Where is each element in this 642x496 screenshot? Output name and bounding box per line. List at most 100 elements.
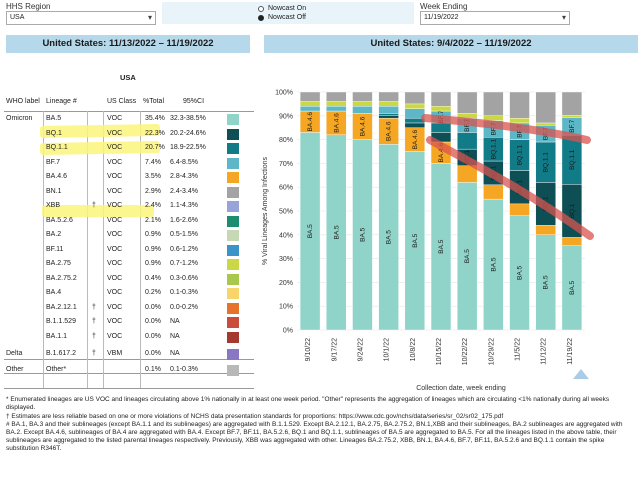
- us-class-cell: VOC: [107, 158, 123, 166]
- bar-segment: [378, 113, 399, 116]
- x-tick-label: 9/17/22: [331, 338, 338, 361]
- us-class-cell: VOC: [107, 187, 123, 195]
- nowcast-off-option[interactable]: Nowcast Off: [258, 14, 306, 21]
- y-axis-label: % Viral Lineages Among Infections: [262, 156, 269, 265]
- pct-total-cell: 0.1%: [145, 365, 161, 373]
- hhs-region-select[interactable]: USA ▾: [6, 11, 156, 25]
- bar-segment: [404, 91, 425, 105]
- reliability-mark-cell: †: [92, 318, 96, 325]
- bar-segment: [430, 106, 452, 112]
- us-class-cell: VOC: [107, 289, 123, 296]
- bar-segment: [378, 106, 399, 114]
- lineage-cell: BA.5.2.6: [46, 216, 73, 224]
- pct-total-cell: 7.4%: [145, 158, 161, 166]
- bar-segment: [404, 103, 425, 109]
- bar-segment: [535, 91, 556, 124]
- lineage-cell: BA.2.75.2: [46, 274, 77, 282]
- bar-segment: [430, 91, 452, 107]
- bar-segment-label: BA.5: [490, 257, 497, 271]
- radio-unselected-icon[interactable]: [258, 5, 264, 12]
- bar-segment: [535, 122, 556, 126]
- y-tick-label: 0%: [283, 328, 293, 335]
- bar-segment-label: BA.4.6: [333, 113, 340, 133]
- pct-total-cell: 2.9%: [145, 187, 161, 195]
- col-header-lineage: Lineage #: [46, 98, 77, 105]
- bar-segment: [457, 91, 478, 114]
- bar-segment: [509, 203, 530, 216]
- bar-segment: [352, 106, 373, 114]
- y-tick-label: 50%: [279, 209, 293, 216]
- scroll-up-arrow-icon[interactable]: [573, 369, 589, 379]
- x-tick-label: 10/29/22: [488, 338, 495, 365]
- nowcast-off-label: Nowcast Off: [268, 14, 306, 21]
- col-divider: [87, 111, 88, 388]
- bar-segment: [378, 91, 399, 102]
- lineage-cell: BN.1: [46, 187, 62, 195]
- delta-divider: [4, 359, 254, 360]
- who-label-cell: Other: [6, 365, 24, 373]
- week-ending-select[interactable]: 11/19/2022 ▾: [420, 11, 570, 25]
- bar-segment-label: BA.5: [307, 224, 314, 238]
- bar-segment: [299, 101, 321, 107]
- bar-segment: [326, 106, 347, 112]
- bar-segment-label: BA.4.6: [412, 129, 419, 149]
- bar-segment-label: BA.5: [386, 230, 393, 244]
- x-axis-label: Collection date, week ending: [416, 385, 506, 392]
- lineage-color-swatch: [227, 259, 239, 270]
- week-ending-value: 11/19/2022: [424, 14, 459, 21]
- lineage-cell: B.1.617.2: [46, 350, 76, 357]
- bar-segment: [483, 184, 504, 200]
- radio-selected-icon[interactable]: [258, 14, 264, 21]
- bar-segment: [299, 106, 321, 112]
- y-tick-label: 60%: [279, 185, 293, 192]
- y-tick-label: 40%: [279, 232, 293, 239]
- ci-cell: 0.1-0.3%: [170, 289, 199, 296]
- lineage-cell: XBB: [46, 202, 61, 209]
- bar-segment-label: BA.5: [412, 233, 419, 247]
- y-tick-label: 80%: [279, 137, 293, 144]
- ci-cell: NA: [170, 332, 180, 340]
- left-panel-banner: United States: 11/13/2022 – 11/19/2022: [6, 35, 250, 53]
- lineage-cell: BF.7: [46, 158, 61, 166]
- stacked-bar-chart: 0% 10% 20% 30% 40% 50% 60% 70% 80% 90% 100% % Viral…: [255, 60, 641, 396]
- bar-segment-label: BA.5: [438, 239, 445, 253]
- col-divider: [43, 111, 44, 388]
- lineage-color-swatch: [227, 331, 239, 343]
- nowcast-on-option[interactable]: Nowcast On: [258, 5, 306, 12]
- lineage-color-swatch: [227, 273, 239, 285]
- us-class-cell: VOC: [107, 231, 123, 238]
- bar-segment-label: BF.7: [569, 119, 576, 132]
- bar-segment: [404, 122, 425, 128]
- bar-segment: [326, 91, 347, 102]
- bar-segment: [561, 91, 583, 116]
- y-tick-label: 10%: [279, 304, 293, 311]
- lineage-cell: BA.4: [46, 289, 62, 296]
- x-tick-label: 11/19/22: [567, 338, 574, 365]
- pct-total-cell: 2.1%: [145, 216, 161, 224]
- y-tick-label: 70%: [279, 161, 293, 168]
- ci-cell: 0.6-1.2%: [170, 245, 199, 253]
- lineage-color-swatch: [227, 349, 239, 360]
- bar-segment-label: BA.4.6: [438, 143, 445, 163]
- ci-cell: 0.7-1.2%: [170, 260, 199, 267]
- ci-cell: 18.9-22.5%: [170, 144, 206, 151]
- pct-total-cell: 0.0%: [145, 318, 161, 325]
- ci-cell: 0.1-0.3%: [170, 365, 199, 373]
- col-divider: [103, 111, 104, 388]
- lineage-color-swatch: [227, 230, 239, 241]
- chevron-down-icon: ▾: [147, 13, 152, 22]
- bar-segment: [509, 117, 530, 124]
- chevron-down-icon: ▾: [561, 13, 566, 22]
- lineage-cell: BA.4.6: [46, 173, 68, 180]
- bar-segment: [509, 91, 530, 119]
- pct-total-cell: 0.0%: [145, 332, 161, 340]
- ci-cell: 6.4-8.5%: [170, 158, 199, 166]
- y-tick-label: 30%: [279, 256, 293, 263]
- lineage-cell: BQ.1: [46, 129, 62, 137]
- bar-segment-label: BQ.1.1: [569, 149, 576, 170]
- bar-segment-label: BQ.1: [569, 203, 576, 218]
- lineage-cell: B.1.1.529: [46, 318, 76, 325]
- bar-segment: [299, 91, 321, 102]
- table-title: USA: [120, 73, 136, 82]
- bar-segment-label: BA.5: [517, 265, 524, 279]
